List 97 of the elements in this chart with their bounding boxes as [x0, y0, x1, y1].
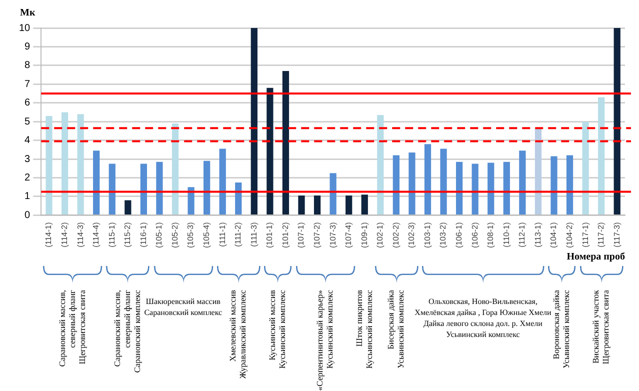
x-tick-label: (103-2) — [438, 222, 448, 248]
bar — [566, 155, 574, 214]
x-tick-label: (107-3) — [328, 222, 338, 248]
x-tick-label: (110-1) — [502, 222, 511, 248]
bar — [361, 194, 368, 214]
x-tick-label: (102-2) — [391, 222, 400, 248]
x-tick-label: (113-1) — [533, 222, 542, 248]
x-tick-label: (117-1) — [580, 222, 590, 248]
bar — [235, 182, 242, 214]
x-tick-label: (107-2) — [312, 222, 322, 248]
text: Сарановский массив, северный фланг Щегровитская свита — [56, 289, 87, 367]
y-tick-label: 1 — [24, 191, 31, 202]
bar — [550, 156, 558, 214]
x-axis-title: Номера проб — [566, 252, 625, 263]
x-tick-label: (111-2) — [234, 222, 243, 247]
x-tick-label: (104-1) — [549, 222, 558, 248]
x-tick-label: (117-2) — [596, 222, 606, 248]
x-tick-label: (109-1) — [360, 222, 369, 248]
bar — [408, 152, 416, 214]
bar — [488, 162, 494, 214]
bar — [534, 128, 542, 214]
y-tick-label: 5 — [24, 116, 31, 128]
bar — [519, 150, 526, 214]
x-tick-label: (114-1) — [44, 222, 54, 248]
x-tick-label: (106-2) — [470, 222, 480, 248]
x-tick-label: (112-1) — [518, 222, 527, 248]
text: Ольховская, Ново-Вильвенская, Хмелёвская дайка , Гора Южные Хмели Дайка левого склона дол. р. Хмели Усьвинский комплекс — [414, 297, 552, 340]
x-tick-label: (115-1) — [107, 222, 116, 248]
x-tick-label: (111-3) — [249, 222, 258, 247]
y-tick-label: 8 — [24, 60, 31, 72]
text: Хмелевский массив Журавликский комплекс — [228, 290, 248, 379]
bar — [424, 144, 432, 214]
bar — [140, 164, 148, 214]
text: Вискайский участок Щегровитская свита — [590, 289, 611, 364]
bar — [440, 148, 447, 214]
bar — [503, 162, 510, 214]
bar — [377, 115, 384, 214]
x-tick-label: (102-3) — [407, 222, 416, 248]
bar — [346, 196, 352, 214]
x-tick-label: (114-3) — [76, 222, 85, 248]
bar — [204, 160, 210, 214]
x-tick-label: (104-2) — [564, 222, 574, 248]
bar — [188, 187, 194, 214]
y-tick-label: 6 — [24, 98, 31, 109]
x-tick-label: (103-1) — [422, 222, 432, 248]
y-tick-label: 7 — [24, 78, 31, 90]
y-tick-label: 3 — [24, 154, 31, 165]
x-tick-label: (107-4) — [344, 222, 354, 248]
bar — [172, 123, 179, 214]
text: Шакюревский массив Сарановский комплекс — [144, 297, 223, 318]
bar — [46, 116, 52, 214]
x-tick-label: (102-1) — [376, 222, 385, 248]
y-axis-title: Мк — [20, 8, 36, 19]
bar — [298, 196, 305, 214]
x-tick-label: (108-1) — [486, 222, 496, 248]
bar — [614, 28, 620, 214]
y-tick-label: 10 — [19, 22, 31, 34]
x-tick-label: (105-1) — [154, 222, 164, 248]
x-tick-label: (111-1) — [218, 222, 227, 247]
x-tick-label: (114-4) — [92, 222, 101, 248]
x-tick-label: (105-3) — [186, 222, 196, 248]
bar — [314, 196, 321, 214]
x-tick-label: (101-2) — [280, 222, 290, 248]
bar — [250, 28, 258, 214]
x-tick-label: (105-2) — [170, 222, 180, 248]
x-tick-label: (115-2) — [123, 222, 132, 248]
y-tick-label: 9 — [24, 41, 31, 52]
x-tick-label: (107-1) — [296, 222, 306, 248]
bar — [124, 200, 132, 214]
bar — [330, 173, 336, 214]
text: «Серпентинитовый карьер» Кусьинский комплекс — [314, 290, 334, 391]
bar — [108, 164, 116, 214]
x-tick-label: (105-4) — [202, 222, 212, 248]
bar — [61, 112, 68, 214]
y-tick-label: 2 — [24, 172, 31, 184]
y-tick-label: 4 — [24, 135, 31, 146]
text: Вороновская дайка Усьвинский комплекс — [551, 290, 572, 368]
x-tick-label: (106-1) — [454, 222, 464, 248]
y-tick-label: 0 — [24, 210, 31, 221]
x-tick-label: (114-2) — [60, 222, 69, 248]
x-tick-label: (117-3) — [612, 222, 622, 248]
text: Шток пикритов Кусьинский комплекс — [354, 290, 374, 369]
bar — [582, 122, 589, 214]
x-tick-label: (101-1) — [265, 222, 274, 248]
bar — [93, 150, 100, 214]
bar — [266, 88, 274, 214]
bar — [392, 155, 400, 214]
x-tick-label: (116-1) — [138, 222, 148, 248]
text: Бисерская дайка Усьвинский комплекс — [385, 290, 406, 368]
bar — [598, 97, 605, 214]
bar — [219, 148, 226, 214]
bar — [77, 114, 84, 214]
bar — [156, 162, 163, 214]
bar — [282, 71, 290, 214]
text: Кусьинский массив Кусьинский комплекс — [267, 290, 288, 369]
bar — [472, 164, 478, 214]
bar — [456, 162, 463, 214]
